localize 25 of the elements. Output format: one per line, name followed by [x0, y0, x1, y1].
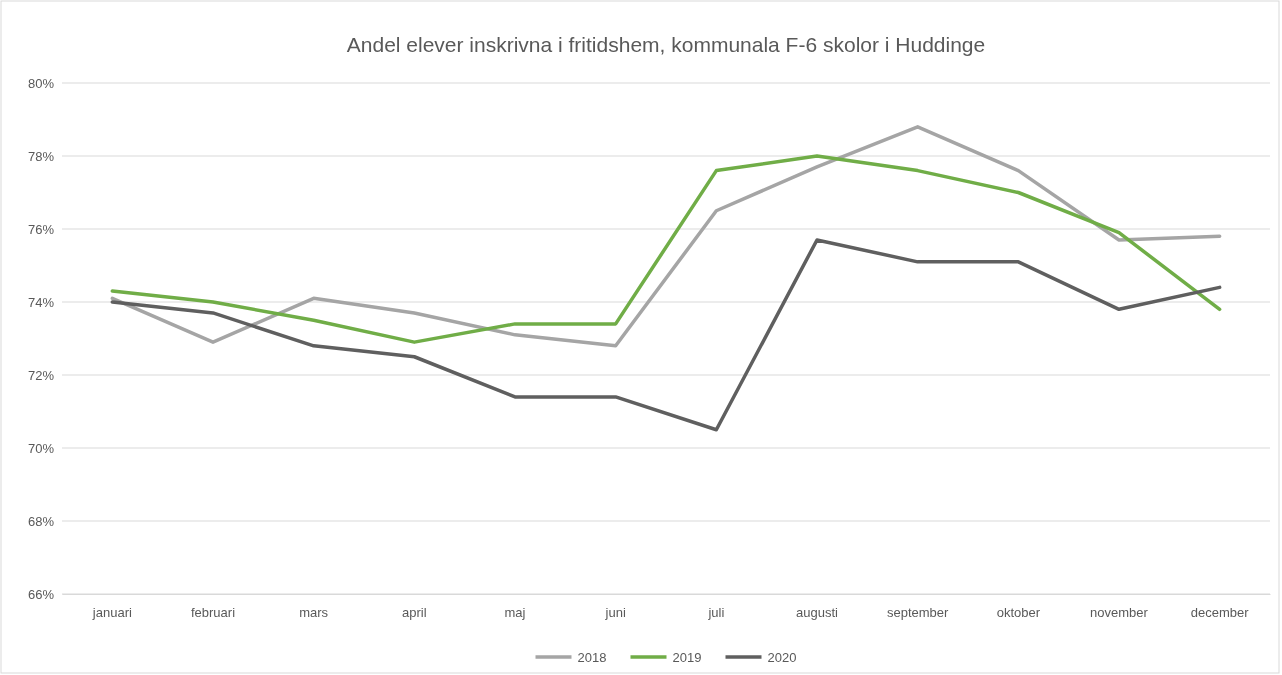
- y-tick-label: 74%: [27, 294, 55, 310]
- x-tick-label: september: [886, 605, 950, 621]
- x-tick-label: april: [402, 605, 427, 621]
- x-tick-label: maj: [504, 605, 526, 621]
- y-tick-label: 78%: [27, 148, 55, 164]
- x-tick-label: augusti: [796, 605, 839, 621]
- legend-label: 2019: [672, 650, 702, 665]
- y-tick-label: 76%: [27, 221, 55, 237]
- x-tick-label: februari: [190, 605, 236, 621]
- x-tick-label: november: [1090, 605, 1149, 621]
- legend-label: 2020: [767, 650, 797, 665]
- x-tick-label: juni: [604, 605, 626, 621]
- y-tick-label: 70%: [27, 440, 55, 456]
- x-tick-label: januari: [91, 605, 132, 621]
- legend-label: 2018: [577, 650, 607, 665]
- y-tick-label: 68%: [27, 513, 55, 529]
- x-tick-label: juli: [707, 605, 725, 621]
- y-tick-label: 80%: [27, 75, 55, 91]
- y-tick-label: 72%: [27, 367, 55, 383]
- chart-title: Andel elever inskrivna i fritidshem, kommunala F-6 skolor i Huddinge: [346, 33, 986, 56]
- x-tick-label: mars: [299, 605, 329, 621]
- line-series: [110, 238, 1222, 432]
- y-tick-label: 66%: [27, 586, 55, 602]
- x-tick-label: oktober: [996, 605, 1041, 621]
- x-tick-label: december: [1190, 605, 1250, 621]
